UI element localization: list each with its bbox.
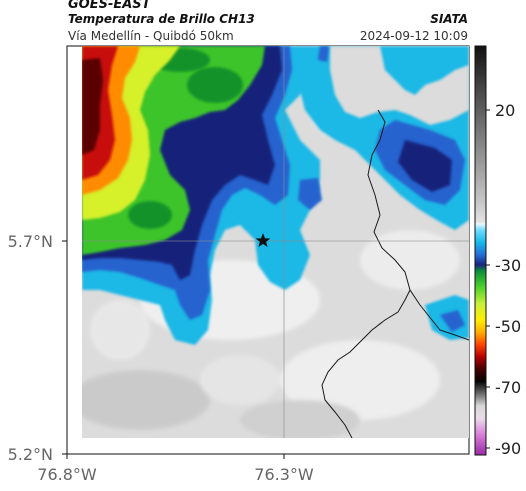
- colorbar-tick-minus30: -30: [495, 256, 521, 275]
- lon-label-76-8: 76.8°W: [37, 465, 97, 484]
- colorbar-tick-minus90: -90: [495, 439, 521, 458]
- route-subtitle: Vía Medellín - Quibdó 50km: [68, 29, 234, 43]
- lat-label-5-7: 5.7°N: [8, 232, 53, 251]
- satellite-image: [82, 46, 469, 438]
- lon-label-76-3: 76.3°W: [254, 465, 314, 484]
- brand-label: SIATA: [430, 12, 468, 26]
- source-title: GOES-EAST: [68, 0, 151, 12]
- location-star-marker: [255, 233, 271, 247]
- colorbar: 20 -30 -50 -70 -90: [474, 45, 521, 458]
- colorbar-tick-minus50: -50: [495, 317, 521, 336]
- product-title: Temperatura de Brillo CH13: [68, 12, 255, 26]
- colorbar-tick-minus70: -70: [495, 378, 521, 397]
- datetime-label: 2024-09-12 10:09: [359, 29, 468, 43]
- colorbar-tick-20: 20: [495, 101, 515, 120]
- lat-label-5-2: 5.2°N: [8, 445, 53, 464]
